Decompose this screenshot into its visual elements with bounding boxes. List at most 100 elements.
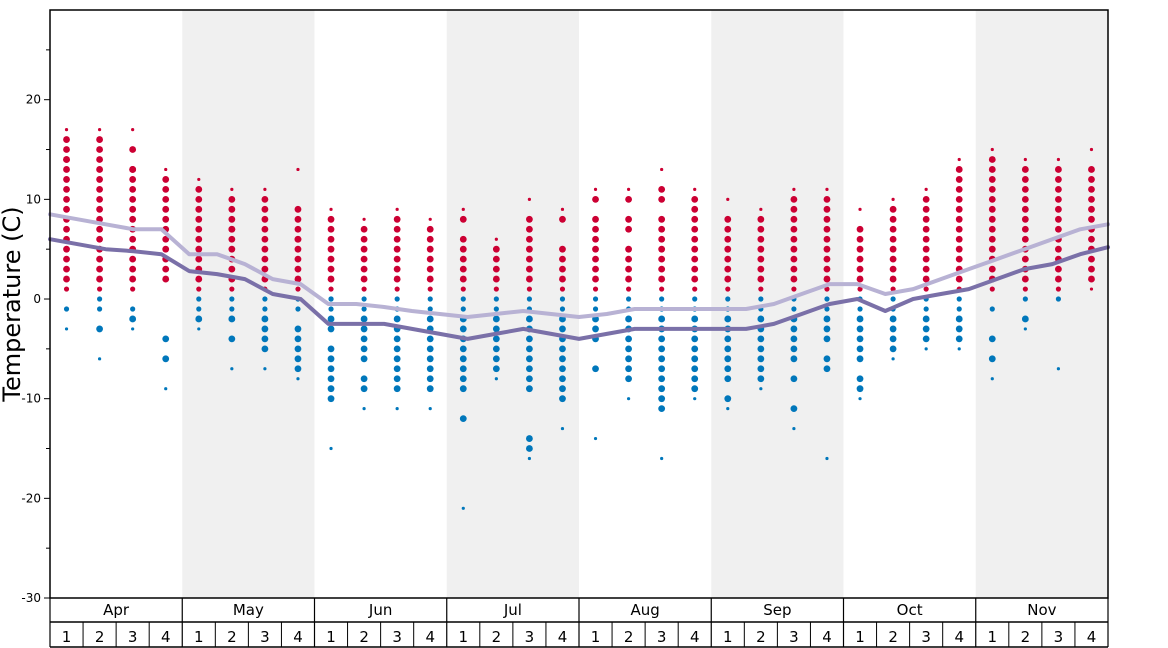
- warm-dot: [228, 245, 236, 253]
- warm-dot: [1055, 215, 1062, 223]
- warm-dot: [889, 205, 897, 213]
- cold-dot: [955, 335, 963, 343]
- warm-dot: [96, 235, 103, 243]
- warm-dot: [393, 215, 401, 223]
- cold-dot: [294, 345, 302, 353]
- y-tick-label: -10: [21, 392, 41, 406]
- warm-dot: [724, 215, 732, 223]
- warm-dot: [228, 235, 236, 243]
- cold-dot: [328, 306, 334, 312]
- week-label: 3: [789, 628, 799, 646]
- warm-dot: [195, 195, 203, 203]
- warm-dot: [162, 235, 170, 243]
- week-label: 3: [392, 628, 402, 646]
- cold-dot: [955, 315, 963, 323]
- warm-dot: [460, 286, 466, 292]
- warm-dot: [955, 235, 963, 243]
- cold-dot: [426, 355, 434, 363]
- warm-dot: [426, 265, 434, 273]
- warm-dot: [1055, 205, 1062, 213]
- cold-dot: [692, 296, 698, 302]
- cold-dot: [559, 355, 566, 363]
- warm-dot: [1088, 185, 1095, 193]
- cold-dot: [526, 315, 533, 323]
- y-tick-label: 10: [26, 192, 41, 206]
- warm-dot: [592, 245, 599, 253]
- cold-dot: [294, 365, 302, 373]
- warm-dot: [195, 205, 203, 213]
- cold-dot: [592, 325, 599, 333]
- warm-dot: [492, 265, 500, 273]
- week-label: 2: [756, 628, 766, 646]
- cold-dot: [593, 436, 598, 441]
- month-label: Apr: [103, 601, 130, 619]
- warm-dot: [327, 245, 335, 253]
- cold-dot: [691, 355, 699, 363]
- warm-dot: [129, 176, 137, 183]
- cold-dot: [691, 335, 699, 343]
- week-label: 4: [954, 628, 964, 646]
- warm-dot: [724, 275, 732, 283]
- warm-dot: [229, 286, 235, 292]
- week-label: 1: [459, 628, 469, 646]
- warm-dot: [1022, 286, 1028, 292]
- cold-dot: [856, 375, 864, 383]
- cold-dot: [492, 355, 500, 363]
- cold-dot: [360, 345, 368, 353]
- cold-dot: [162, 355, 170, 363]
- warm-dot: [195, 275, 203, 283]
- cold-dot: [625, 296, 632, 302]
- cold-dot: [130, 306, 136, 312]
- cold-dot: [492, 365, 500, 373]
- warm-dot: [294, 275, 302, 283]
- cold-dot: [526, 365, 533, 373]
- cold-dot: [824, 306, 830, 312]
- cold-dot: [393, 375, 401, 383]
- warm-dot: [263, 187, 267, 191]
- cold-dot: [361, 296, 367, 302]
- warm-dot: [261, 195, 269, 203]
- warm-dot: [1088, 176, 1095, 183]
- warm-dot: [856, 275, 864, 283]
- month-label: May: [233, 601, 264, 619]
- warm-dot: [129, 235, 137, 243]
- warm-dot: [658, 215, 666, 223]
- warm-dot: [724, 225, 732, 233]
- cold-dot: [362, 407, 366, 411]
- warm-dot: [96, 286, 103, 292]
- warm-dot: [592, 195, 599, 203]
- warm-dot: [461, 207, 465, 211]
- warm-dot: [693, 187, 697, 191]
- month-label: Nov: [1027, 601, 1056, 619]
- warm-dot: [1088, 235, 1095, 243]
- cold-dot: [691, 375, 699, 383]
- cold-dot: [923, 306, 929, 312]
- warm-dot: [857, 286, 863, 292]
- cold-dot: [823, 365, 831, 373]
- avg-max-line: [48, 212, 1110, 319]
- warm-dot: [625, 195, 632, 203]
- cold-dot: [691, 385, 699, 393]
- warm-dot: [658, 185, 666, 193]
- cold-dot: [492, 335, 500, 343]
- cold-dot: [559, 365, 566, 373]
- warm-dot: [96, 146, 103, 153]
- cold-dot: [560, 426, 565, 431]
- week-label: 2: [624, 628, 634, 646]
- cold-dot: [361, 306, 367, 312]
- warm-dot: [790, 225, 798, 233]
- cold-dot: [856, 325, 864, 333]
- cold-dot: [792, 426, 796, 431]
- warm-dot: [660, 167, 664, 172]
- warm-dot: [327, 275, 335, 283]
- warm-dot: [1056, 157, 1061, 162]
- warm-dot: [526, 275, 533, 283]
- cold-dot: [197, 327, 201, 331]
- warm-dot: [757, 215, 765, 223]
- warm-dot: [823, 225, 831, 233]
- cold-dot: [658, 335, 666, 343]
- cold-dot: [294, 355, 302, 363]
- warm-dot: [922, 235, 930, 243]
- cold-dot: [824, 296, 830, 302]
- cold-dot: [492, 345, 500, 353]
